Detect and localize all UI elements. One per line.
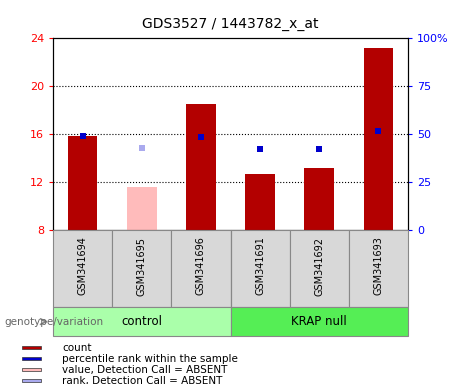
Text: genotype/variation: genotype/variation xyxy=(5,316,104,327)
Text: GSM341694: GSM341694 xyxy=(77,237,88,295)
Bar xyxy=(23,368,41,371)
Text: value, Detection Call = ABSENT: value, Detection Call = ABSENT xyxy=(62,365,228,375)
Bar xyxy=(53,230,112,307)
Text: GSM341696: GSM341696 xyxy=(196,237,206,295)
Text: KRAP null: KRAP null xyxy=(291,315,347,328)
Bar xyxy=(112,230,171,307)
Bar xyxy=(304,168,334,230)
Bar xyxy=(245,174,275,230)
Text: count: count xyxy=(62,343,92,353)
Bar xyxy=(127,187,157,230)
Bar xyxy=(23,346,41,349)
Text: GSM341695: GSM341695 xyxy=(137,237,147,296)
Bar xyxy=(23,357,41,360)
Bar xyxy=(53,307,230,336)
Text: GSM341691: GSM341691 xyxy=(255,237,265,295)
Bar xyxy=(230,230,290,307)
Text: GSM341693: GSM341693 xyxy=(373,237,384,295)
Bar xyxy=(364,48,393,230)
Text: GSM341692: GSM341692 xyxy=(314,237,324,296)
Bar xyxy=(171,230,230,307)
Bar xyxy=(23,379,41,382)
Text: control: control xyxy=(121,315,162,328)
Text: percentile rank within the sample: percentile rank within the sample xyxy=(62,354,238,364)
Bar xyxy=(230,307,408,336)
Bar xyxy=(349,230,408,307)
Bar xyxy=(68,136,97,230)
Text: GDS3527 / 1443782_x_at: GDS3527 / 1443782_x_at xyxy=(142,17,319,31)
Bar xyxy=(186,104,216,230)
Text: rank, Detection Call = ABSENT: rank, Detection Call = ABSENT xyxy=(62,376,223,384)
Bar xyxy=(290,230,349,307)
